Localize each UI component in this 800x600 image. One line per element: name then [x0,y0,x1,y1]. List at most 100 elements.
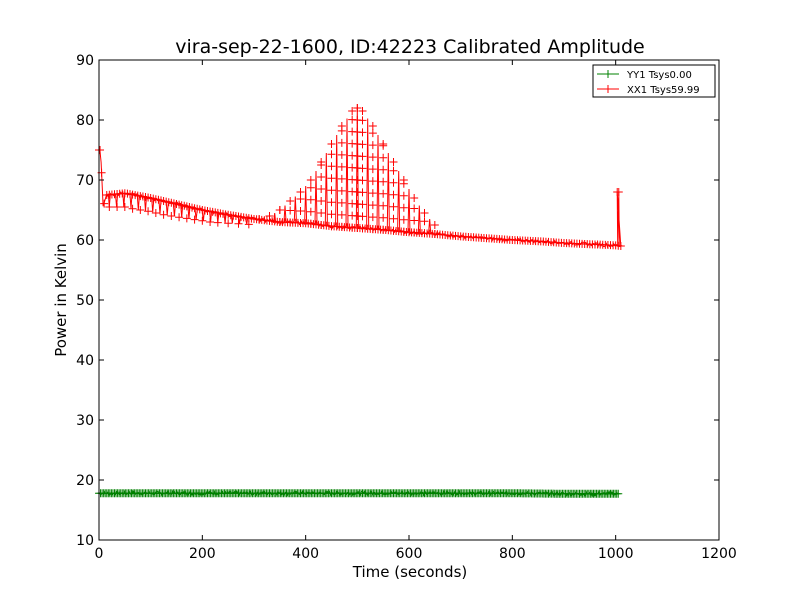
series-xx1-peak-point [389,158,398,166]
series-xx1-peak-point [399,176,408,184]
series-xx1-peak-point [306,195,315,204]
axis-ticks: 0 200 400 600 800 1000 1200 10 20 30 40 50 60 70 80 90 [76,53,737,562]
y-tick-label: 50 [76,293,94,309]
series-xx1-peak-point [389,226,398,235]
series-xx1-peak-point [420,217,429,226]
legend: YY1 Tsys0.00 XX1 Tsys59.99 [592,64,716,98]
y-tick-label: 20 [76,473,94,489]
series-xx1-peak-point [379,153,388,162]
series-xx1-dip-point [206,218,215,226]
series-xx1-peak-point [337,174,346,183]
series-xx1-peak-point [358,212,367,221]
series-xx1-peak-point [410,228,419,237]
series-xx1-dip-point [244,220,253,229]
series-xx1-peak-point [317,221,326,229]
series-xx1-peak-point [389,214,398,223]
y-tick-label: 60 [76,233,94,249]
series-xx1-peak-point [306,176,315,184]
series-xx1-peak-point [420,229,429,238]
series-xx1-peak-point [358,176,367,185]
series-xx1-peak-point [327,210,336,219]
series-xx1-dip-point [198,216,207,225]
series-xx1-peak-point [337,198,346,207]
x-tick-label: 1200 [701,546,737,562]
series-xx1-peak-point [358,200,367,209]
series-xx1-peak-point [368,225,377,234]
series-xx1-peak-point [317,185,326,193]
series-xx1-peak-point [296,194,305,203]
series-xx1-peak-point [389,166,398,175]
x-tick-label: 400 [292,546,319,562]
series-xx1-peak-point [368,122,377,130]
series-xx1-peak-point [379,140,388,148]
legend-label-xx1: XX1 Tsys59.99 [627,85,700,96]
series-xx1-peak-point [379,189,388,198]
series-xx1-peak-point [368,213,377,222]
y-axis-label: Power in Kelvin [52,243,70,357]
series-xx1-peak-point [379,213,388,222]
series-xx1-peak-point [358,140,367,149]
series-xx1-dip-point [190,215,199,224]
legend-marker-xx1 [604,85,612,93]
series-xx1-peak-point [399,203,408,212]
series-xx1-peak-point [410,194,419,202]
series-xx1-peak-point [420,209,429,217]
x-tick-label: 600 [396,546,423,562]
x-tick-label: 800 [499,546,526,562]
series-xx1-peak-point [358,188,367,197]
series-xx1-peak-point [317,173,326,181]
series-xx1-peak-point [317,209,326,217]
series-xx1-peak-point [410,204,419,213]
y-tick-label: 80 [76,113,94,129]
series-xx1-peak-point [275,206,284,214]
series-xx1-peak-point [327,150,336,159]
series-xx1-dip-point [144,207,153,216]
series-xx1-peak-point [296,206,305,215]
series-xx1-dip-point [224,219,233,228]
series-xx1-peak-point [337,150,346,159]
legend-label-yy1: YY1 Tsys0.00 [626,70,692,81]
series-xx1-peak-point [368,153,377,162]
series-xx1-peak-point [358,224,367,233]
x-axis-label: Time (seconds) [352,563,468,581]
series-xx1-point [100,199,109,208]
series-xx1-dip-point [159,210,168,219]
series-xx1-peak-point [337,162,346,171]
series-xx1-peak-point [399,215,408,224]
series-xx1-peak-point [327,186,336,195]
series-xx1-peak-point [410,216,419,225]
series-xx1-peak-point [306,219,315,228]
series-xx1-peak-point [379,201,388,210]
series-xx1-peak-point [337,222,346,231]
series-xx1-peak-point [358,164,367,173]
legend-marker-yy1 [604,70,612,78]
series-xx1-peak-point [399,191,408,200]
series-xx1-peak-point [379,225,388,234]
series-xx1-peak-point [348,107,357,115]
x-tick-label: 200 [189,546,216,562]
series-xx1-peak-point [337,210,346,219]
series-xx1-peak-point [337,138,346,147]
series-xx1-peak-point [358,152,367,161]
series-xx1-peak-point [358,116,367,125]
series-xx1-dip-point [151,209,160,217]
series-xx1-point [96,146,105,154]
series-xx1-peak-point [368,189,377,198]
series-xx1-peak-point [327,198,336,207]
series-xx1-dip-point [120,203,129,211]
series-xx1-peak-point [317,197,326,205]
legend-box [592,64,716,98]
series-xx1-peak-point [327,222,336,231]
series-xx1-dip-point [182,214,191,223]
series-xx1-dip-point [113,203,122,211]
y-tick-label: 70 [76,173,94,189]
series-xx1-peak-point [368,177,377,186]
series-xx1-peak-point [327,140,336,148]
x-tick-label: 1000 [598,546,634,562]
plot-area [95,104,625,498]
series-xx1-peak-point [389,202,398,211]
series-xx1-peak-point [389,190,398,199]
x-tick-label: 0 [95,546,104,562]
